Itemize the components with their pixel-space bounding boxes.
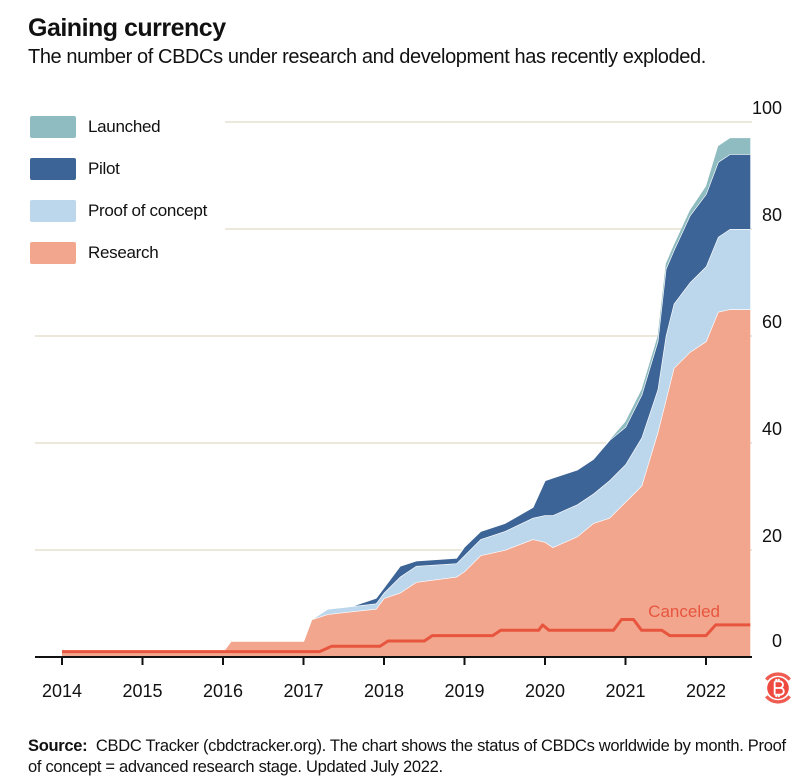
legend-swatch bbox=[30, 158, 76, 180]
x-tick-label: 2021 bbox=[605, 681, 645, 701]
x-tick-label: 2020 bbox=[525, 681, 565, 701]
legend-label: Pilot bbox=[88, 159, 120, 178]
x-tick-label: 2015 bbox=[122, 681, 162, 701]
x-tick-label: 2017 bbox=[283, 681, 323, 701]
legend-swatch bbox=[30, 200, 76, 222]
y-tick-label: 40 bbox=[762, 419, 782, 439]
y-tick-label: 100 bbox=[752, 98, 782, 118]
y-tick-label: 80 bbox=[762, 205, 782, 225]
source-note: Source: CBDC Tracker (cbdctracker.org). … bbox=[28, 736, 798, 778]
canceled-line bbox=[62, 618, 751, 654]
legend-item-launched: Launched bbox=[30, 116, 161, 138]
x-tick-label: 2018 bbox=[364, 681, 404, 701]
bitcoin-watermark-icon bbox=[765, 672, 791, 704]
x-tick-label: 2014 bbox=[42, 681, 82, 701]
source-label: Source: bbox=[28, 737, 88, 755]
y-tick-label: 60 bbox=[762, 312, 782, 332]
x-tick-label: 2016 bbox=[203, 681, 243, 701]
y-tick-label: 20 bbox=[762, 526, 782, 546]
y-tick-label: 0 bbox=[772, 631, 782, 651]
legend-swatch bbox=[30, 116, 76, 138]
chart-title: Gaining currency bbox=[28, 14, 226, 42]
area-research bbox=[62, 309, 751, 657]
legend-item-research: Research bbox=[30, 242, 159, 264]
legend-label: Proof of concept bbox=[88, 201, 207, 220]
canceled-label: Canceled bbox=[648, 602, 720, 621]
chart-subtitle: The number of CBDCs under research and d… bbox=[28, 46, 706, 68]
x-tick-label: 2019 bbox=[444, 681, 484, 701]
legend-swatch bbox=[30, 242, 76, 264]
x-tick-label: 2022 bbox=[686, 681, 726, 701]
legend-item-proof-of-concept: Proof of concept bbox=[30, 200, 207, 222]
legend-label: Research bbox=[88, 243, 159, 262]
legend-item-pilot: Pilot bbox=[30, 158, 120, 180]
stacked-area-chart: 20 40 60 80 100 0 Canceled 2014 2015 2016 2017 2018… bbox=[35, 98, 782, 701]
legend-label: Launched bbox=[88, 117, 161, 136]
source-text: CBDC Tracker (cbdctracker.org). The char… bbox=[28, 737, 786, 776]
